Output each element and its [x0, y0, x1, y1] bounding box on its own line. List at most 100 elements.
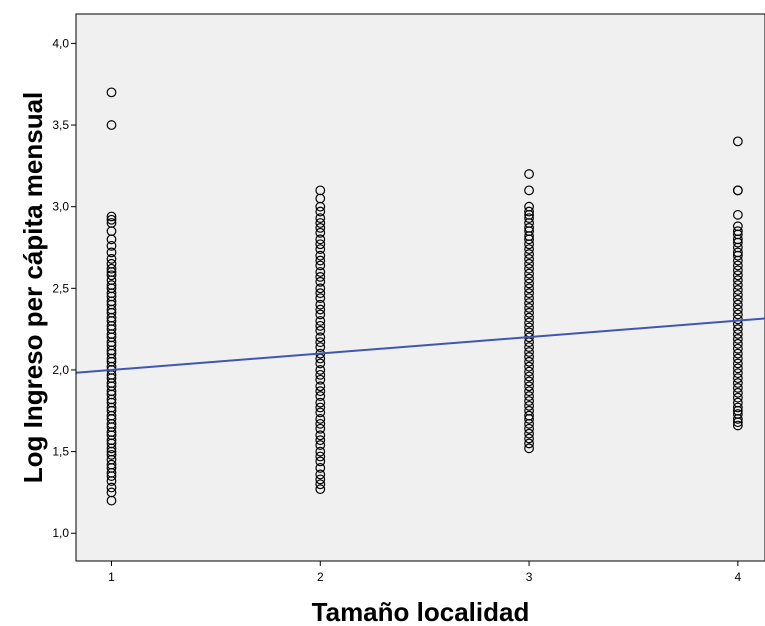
data-point [315, 320, 326, 331]
data-point [732, 294, 743, 305]
data-point [315, 276, 326, 287]
x-tick-label: 1 [108, 570, 115, 584]
x-axis-ticks: 1 2 3 4 [108, 561, 742, 584]
data-point [732, 420, 743, 431]
data-point [315, 479, 326, 490]
data-point [106, 240, 117, 251]
data-point [524, 322, 534, 333]
data-point [732, 348, 743, 359]
data-point [315, 239, 326, 250]
data-point [315, 369, 326, 380]
data-point [524, 347, 534, 357]
data-point [315, 206, 326, 217]
data-point [315, 283, 326, 294]
data-point [732, 255, 743, 266]
data-point [732, 417, 743, 428]
data-point [315, 423, 326, 434]
data-point [732, 289, 743, 300]
data-point [732, 368, 743, 379]
data-point [732, 299, 743, 310]
data-point [732, 383, 743, 393]
plot-area [75, 13, 765, 562]
data-point [732, 387, 743, 398]
data-point [315, 299, 326, 310]
data-point [524, 239, 534, 250]
data-point [106, 263, 117, 274]
y-axis-ticks: 1,0 1,5 2,0 2,5 3,0 3,5 4,0 [52, 36, 76, 540]
data-point [315, 391, 326, 401]
data-point [524, 278, 534, 289]
data-point [315, 213, 326, 224]
data-point [106, 234, 117, 245]
data-point [106, 120, 117, 130]
data-point [106, 495, 117, 506]
data-point [524, 298, 534, 308]
data-point [315, 451, 326, 462]
data-point [106, 247, 117, 258]
data-point [732, 260, 743, 271]
data-point [315, 309, 326, 320]
data-point [315, 293, 326, 304]
y-tick-label: 3,0 [52, 200, 69, 214]
data-point [732, 136, 743, 147]
data-point [732, 265, 743, 276]
data-point [315, 418, 326, 429]
data-point [732, 414, 743, 424]
data-point [524, 366, 534, 377]
data-point [524, 169, 534, 179]
data-point [732, 334, 743, 344]
data-point [524, 258, 534, 269]
data-point [524, 254, 534, 264]
y-tick-label: 1,5 [52, 445, 69, 459]
data-point [315, 201, 326, 212]
data-point [732, 329, 743, 339]
data-point [524, 283, 534, 294]
data-point [315, 456, 326, 467]
data-point [524, 249, 534, 259]
data-point [524, 244, 534, 255]
data-point [524, 371, 534, 382]
x-tick-label: 3 [526, 570, 533, 584]
data-point [524, 361, 534, 372]
data-point [315, 358, 326, 369]
data-point [524, 443, 534, 454]
data-point [524, 263, 534, 274]
data-point [315, 325, 326, 336]
data-point [315, 374, 326, 385]
data-point [732, 324, 743, 335]
y-tick-label: 3,5 [52, 118, 69, 132]
data-point [732, 237, 743, 248]
data-point [315, 474, 326, 485]
data-point [106, 270, 117, 281]
data-point [106, 254, 117, 264]
data-point [524, 376, 534, 387]
data-point [732, 402, 743, 413]
data-point [524, 303, 534, 313]
data-point [524, 185, 534, 196]
data-point [315, 222, 326, 233]
y-tick-label: 2,0 [52, 363, 69, 377]
data-point [524, 381, 534, 392]
data-point [315, 484, 326, 495]
data-point [524, 312, 534, 323]
data-point [732, 378, 743, 388]
data-point [315, 227, 326, 238]
fit-line [75, 317, 765, 374]
data-point [524, 293, 534, 304]
data-point [524, 386, 534, 397]
data-point [524, 307, 534, 318]
data-point [524, 438, 534, 449]
data-point [315, 414, 326, 424]
x-axis-title: Tamaño localidad [312, 597, 530, 626]
y-tick-label: 4,0 [52, 36, 69, 50]
data-point [524, 391, 534, 401]
data-point [315, 402, 326, 413]
data-point [315, 250, 326, 261]
data-point [524, 423, 534, 434]
data-point [524, 234, 534, 245]
data-point [732, 392, 743, 403]
data-point [732, 304, 743, 315]
data-point [732, 285, 743, 295]
